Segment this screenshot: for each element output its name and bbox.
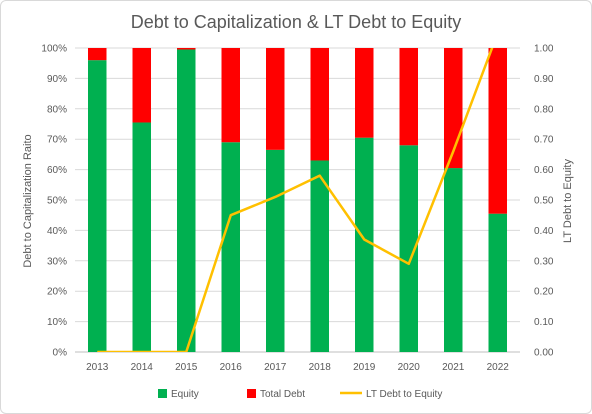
y-axis-ticks: 0% 10% 20% 30% 40% 50% 60% 70% 80% 90% 100% (41, 44, 67, 359)
bar-equity (177, 49, 196, 353)
bar-equity (266, 149, 285, 352)
y-axis-title: Debt to Capitalization Raito (22, 134, 34, 267)
y2-tick-label: 0.10 (534, 317, 554, 328)
bar-total-debt (221, 48, 240, 143)
bar-equity (132, 122, 151, 352)
y-tick-label: 10% (47, 317, 67, 328)
y2-tick-label: 0.70 (534, 135, 554, 146)
y-tick-label: 100% (41, 44, 67, 55)
bar-equity (221, 142, 240, 352)
y2-axis-ticks: 0.00 0.10 0.20 0.30 0.40 0.50 0.60 0.70 0.80 0.90… (534, 44, 554, 359)
y-tick-label: 50% (47, 196, 67, 207)
x-tick-label: 2016 (220, 362, 243, 373)
y2-axis-title: LT Debt to Equity (562, 159, 574, 243)
bar-equity (399, 145, 418, 352)
x-tick-label: 2014 (131, 362, 154, 373)
bar-total-debt (266, 48, 285, 150)
legend-label: Equity (171, 389, 199, 400)
x-tick-label: 2022 (487, 362, 510, 373)
bar-total-debt (310, 48, 329, 161)
y-tick-label: 0% (53, 348, 68, 359)
bar-equity (88, 60, 107, 352)
bar-total-debt (355, 48, 374, 138)
y-tick-label: 80% (47, 104, 67, 115)
y2-tick-label: 0.90 (534, 74, 554, 85)
y2-tick-label: 0.20 (534, 287, 554, 298)
bar-equity (444, 168, 463, 352)
bar-total-debt (132, 48, 151, 123)
legend: Equity Total Debt LT Debt to Equity (158, 389, 442, 400)
y2-tick-label: 0.50 (534, 196, 554, 207)
legend-label: LT Debt to Equity (366, 389, 442, 400)
bar-total-debt (177, 48, 196, 50)
legend-swatch (247, 389, 256, 398)
bar-equity (355, 137, 374, 352)
x-tick-label: 2018 (309, 362, 332, 373)
y2-tick-label: 1.00 (534, 44, 554, 55)
y-tick-label: 90% (47, 74, 67, 85)
x-axis-ticks: 2013 2014 2015 2016 2017 2018 2019 2020 2021 2022 (86, 362, 509, 373)
bar-equity (488, 213, 507, 352)
y2-tick-label: 0.80 (534, 104, 554, 115)
legend-swatch (158, 389, 167, 398)
x-tick-label: 2020 (398, 362, 421, 373)
x-tick-label: 2013 (86, 362, 109, 373)
bar-equity (310, 160, 329, 352)
y2-tick-label: 0.30 (534, 256, 554, 267)
y-tick-label: 60% (47, 165, 67, 176)
y2-tick-label: 0.60 (534, 165, 554, 176)
bar-total-debt (88, 48, 107, 61)
y-tick-label: 40% (47, 226, 67, 237)
chart-title: Debt to Capitalization & LT Debt to Equi… (131, 12, 462, 32)
legend-label: Total Debt (260, 389, 305, 400)
y-tick-label: 20% (47, 287, 67, 298)
x-tick-label: 2019 (353, 362, 376, 373)
x-tick-label: 2017 (264, 362, 287, 373)
y2-tick-label: 0.00 (534, 348, 554, 359)
x-tick-label: 2021 (442, 362, 465, 373)
y-tick-label: 70% (47, 135, 67, 146)
bar-total-debt (399, 48, 418, 146)
line-series-group (97, 48, 494, 352)
y2-tick-label: 0.40 (534, 226, 554, 237)
line-lt-debt-to-equity (97, 48, 494, 352)
y-tick-label: 30% (47, 256, 67, 267)
bar-total-debt (488, 48, 507, 214)
x-tick-label: 2015 (175, 362, 198, 373)
